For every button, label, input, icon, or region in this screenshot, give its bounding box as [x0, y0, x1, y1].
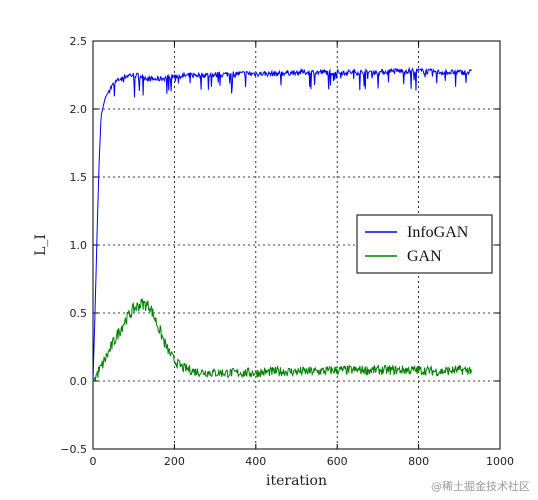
x-axis-label: iteration	[266, 473, 327, 489]
series-line-infogan	[92, 66, 472, 382]
x-tick-label-1: 200	[164, 455, 185, 468]
series-line-gan	[92, 298, 472, 382]
x-tick-label-0: 0	[90, 455, 97, 468]
y-tick-label-5: 2.0	[70, 103, 88, 116]
y-tick-label-6: 2.5	[70, 35, 88, 48]
legend-label-infogan: InfoGAN	[407, 224, 469, 241]
legend-box	[356, 214, 493, 274]
x-tick-label-5: 1000	[486, 455, 514, 468]
x-tick-label-2: 400	[245, 455, 266, 468]
y-tick-label-2: 0.5	[70, 307, 88, 320]
x-tick-label-4: 800	[408, 455, 429, 468]
series-group	[92, 66, 472, 382]
legend-label-gan: GAN	[407, 248, 442, 265]
y-tick-label-4: 1.5	[70, 171, 88, 184]
y-tick-label-1: 0.0	[70, 375, 88, 388]
y-tick-label-0: −0.5	[60, 443, 87, 456]
y-axis-label: L_I	[33, 234, 49, 256]
y-tick-label-3: 1.0	[70, 239, 88, 252]
ticks: 0 200 400 600 800 1000 −0.5 0.0 0.5 1.0 1.5 2.0 2.5	[60, 35, 514, 468]
legend: InfoGAN GAN	[356, 214, 493, 274]
watermark: @稀土掘金技术社区	[431, 480, 530, 493]
x-tick-label-3: 600	[327, 455, 348, 468]
